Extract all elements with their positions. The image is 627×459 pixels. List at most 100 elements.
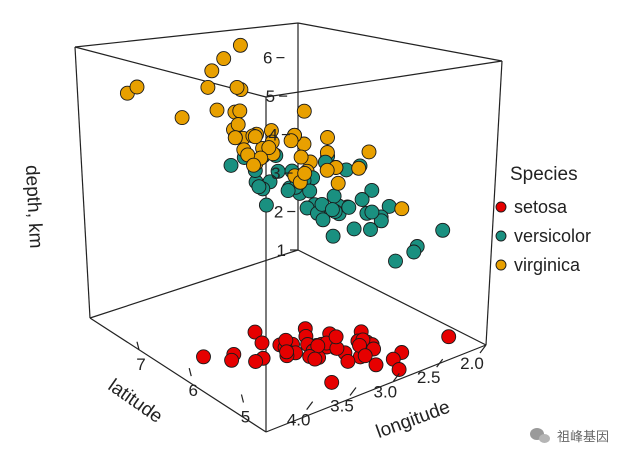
point-versicolor-29 [346,221,362,237]
point-versicolor-5 [326,188,342,204]
x-tick-label-3: 3.5 [330,397,354,416]
point-virginica-3 [283,133,299,149]
x-tick-mark-3 [349,387,357,396]
point-virginica-43 [230,117,246,132]
point-virginica-33 [293,149,309,165]
point-versicolor-39 [364,204,380,220]
legend-title: Species [510,164,578,185]
point-setosa-41 [441,329,457,345]
point-virginica-0 [247,129,263,145]
point-virginica-2 [232,103,248,119]
point-virginica-48 [246,157,261,173]
z-tick-label-2: 3 [271,164,280,183]
legend-swatch-virginica [495,259,507,271]
watermark: 祖峰基因 [529,426,609,445]
point-virginica-49 [297,165,313,181]
z-axis-title: depth, km [21,165,46,249]
y-tick-mark-1 [188,367,192,377]
point-versicolor-38 [315,212,331,228]
legend: Species setosa versicolor virginica [495,164,591,275]
y-tick-label-0: 5 [241,408,250,427]
point-virginica-19 [361,144,377,160]
z-tick-label-1: 2 [274,203,283,222]
x-tick-label-2: 3.0 [374,382,398,401]
x-axis-title: latitude [104,375,166,427]
x-tick-label-4: 4.0 [287,411,311,430]
point-versicolor-8 [270,163,286,179]
box-edge-front-right-top [265,60,503,98]
box-edge-right-top [297,22,503,62]
z-tick-label-0: 1 [277,241,286,260]
box-edge-front-bottom-right [265,344,487,433]
point-virginica-35 [200,79,216,95]
box-edge-front-bottom-left [89,317,267,433]
axis-ticks: 1 2 3 4 5 6 2.0 2.5 3.0 3.5 4.0 5 6 7 [136,49,487,430]
point-versicolor-48 [388,253,403,269]
box-edge-back-bottom-left [89,249,299,319]
point-versicolor-9 [363,222,378,237]
point-setosa-13 [391,362,407,377]
box-edge-back-top [74,22,299,48]
y-axis-title: longitude [373,397,453,443]
box-edge-back-bottom-right [297,249,487,346]
point-setosa-22 [324,374,340,390]
point-versicolor-35 [258,197,274,213]
point-virginica-17 [129,79,145,95]
z-tick-label-3: 4 [268,126,277,145]
point-virginica-37 [261,140,277,156]
legend-swatch-versicolor [495,230,507,242]
watermark-text: 祖峰基因 [556,430,609,445]
point-setosa-5 [254,335,270,351]
point-setosa-33 [224,352,240,368]
point-setosa-15 [196,349,211,365]
point-versicolor-34 [324,202,340,218]
point-setosa-37 [307,351,323,367]
point-virginica-44 [227,130,243,146]
point-versicolor-10 [435,222,451,238]
point-versicolor-28 [302,183,318,199]
point-versicolor-31 [373,213,389,229]
y-tick-mark-2 [136,341,140,350]
point-setosa-6 [340,353,356,369]
point-virginica-9 [174,110,190,126]
point-versicolor-6 [251,179,267,195]
z-tick-label-4: 5 [266,87,275,106]
point-versicolor-44 [341,199,357,215]
wechat-icon [529,427,552,444]
x-tick-mark-0 [479,344,487,354]
point-versicolor-40 [354,192,370,207]
point-virginica-21 [330,175,346,191]
x-tick-mark-2 [392,372,400,382]
y-tick-label-1: 6 [188,381,197,400]
point-virginica-8 [296,103,312,119]
z-tick-label-5: 6 [263,49,272,68]
legend-label-virginica: virginica [514,255,581,275]
point-versicolor-0 [223,157,239,173]
point-setosa-32 [248,354,264,369]
point-versicolor-12 [364,182,380,198]
point-setosa-47 [357,348,373,364]
x-tick-label-0: 2.0 [460,354,484,373]
point-virginica-34 [320,130,335,145]
point-virginica-14 [319,162,335,178]
point-setosa-24 [328,329,344,345]
legend-label-versicolor: versicolor [514,226,591,246]
point-versicolor-14 [325,228,341,244]
legend-swatch-setosa [495,201,507,213]
point-setosa-18 [247,324,263,340]
point-setosa-46 [279,344,295,360]
x-tick-mark-4 [306,401,314,411]
legend-label-setosa: setosa [514,197,568,217]
y-tick-mark-0 [240,394,245,403]
point-virginica-22 [216,51,232,67]
data-points [119,37,457,390]
point-virginica-18 [232,37,248,53]
point-setosa-42 [368,357,384,373]
x-tick-mark-1 [436,358,444,368]
point-versicolor-20 [280,183,296,199]
box-edge-left [74,46,91,319]
box-edge-right [485,60,503,346]
x-tick-label-1: 2.5 [417,368,441,387]
point-versicolor-7 [406,244,422,260]
